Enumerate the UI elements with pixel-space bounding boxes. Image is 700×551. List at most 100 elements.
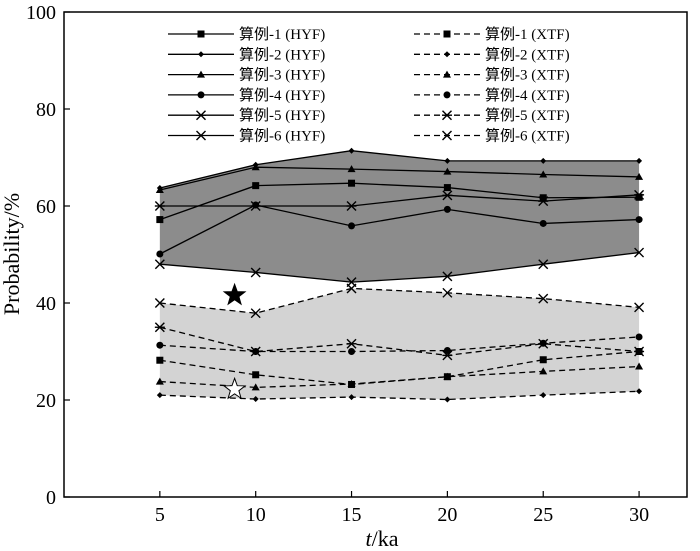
data-point-5-4 [443,167,452,175]
legend-item-2: 算例-1 (XTF) [414,25,570,43]
data-point-11-4 [442,271,453,282]
data-point-7-1 [156,250,164,258]
data-point-6-1 [155,377,164,385]
y-tick-label: 60 [36,196,56,218]
data-point-10-6 [634,346,645,357]
band-xtf [159,288,640,400]
legend-item-3: 算例-2 (HYF) [168,45,325,63]
legend-item-6: 算例-3 (XTF) [414,66,570,84]
data-point-1-2 [252,182,260,190]
legend-label: 算例-3 (HYF) [239,66,325,84]
legend-label: 算例-4 (XTF) [485,86,570,104]
legend-item-9: 算例-5 (HYF) [168,106,325,124]
series-line-2 [159,350,640,386]
data-point-9-4 [442,190,453,201]
data-point-9-6 [634,189,645,200]
x-axis-label: t/ka [365,526,398,551]
data-point-12-2 [250,308,261,319]
data-point-11-2 [250,267,261,278]
data-point-11-6 [634,247,645,258]
legend-label: 算例-3 (XTF) [485,66,570,84]
data-point-7-6 [635,216,643,224]
legend-label: 算例-4 (HYF) [239,86,325,104]
legend-item-11: 算例-6 (HYF) [168,127,325,145]
plot-area-frame [63,11,688,498]
legend-marker [196,110,206,121]
data-point-10-1 [154,322,165,333]
data-point-4-2 [252,396,259,403]
x-tick-label: 5 [155,504,165,526]
legend-marker [197,91,205,99]
legend-label: 算例-1 (HYF) [239,25,325,43]
legend-marker [197,70,205,78]
y-tick-label: 100 [26,2,56,24]
legend-marker [196,130,206,141]
band-hyf [159,150,640,283]
data-point-4-6 [636,388,643,395]
series-line-10 [159,326,640,357]
legend-marker [197,30,205,38]
data-point-7-3 [348,222,356,230]
legend-label: 算例-2 (XTF) [485,45,570,63]
star-marker-1 [222,282,247,306]
legend-marker [442,110,452,121]
legend-marker [442,130,452,141]
legend-marker [443,30,451,38]
data-point-10-5 [538,338,549,349]
data-point-4-1 [156,392,163,399]
data-point-9-3 [346,201,357,211]
data-point-6-6 [635,362,644,370]
data-point-9-1 [154,201,165,211]
series-line-7 [159,204,640,255]
legend-label: 算例-1 (XTF) [485,25,570,43]
data-point-1-3 [348,179,356,187]
y-tick-label: 0 [46,487,56,509]
legend: 算例-1 (HYF) 算例-1 (XTF) 算例-2 (HYF) 算例-2 (XTF)… [168,25,570,145]
legend-item-10: 算例-5 (XTF) [414,106,570,124]
y-tick-label: 80 [36,99,56,121]
data-point-8-6 [635,333,643,341]
data-point-12-4 [442,287,453,298]
data-point-7-4 [443,205,451,213]
data-point-3-6 [636,157,643,164]
data-point-4-4 [444,396,451,403]
data-point-11-5 [538,259,549,270]
data-point-10-2 [250,346,261,357]
legend-marker [443,91,451,99]
data-point-6-5 [539,367,548,375]
data-point-11-1 [154,259,165,270]
y-axis-label: Probability/% [0,193,24,315]
data-point-9-5 [538,196,549,207]
legend-label: 算例-2 (HYF) [239,45,325,63]
data-point-12-3 [346,283,357,294]
series-line-1 [159,182,640,221]
data-point-5-3 [347,165,356,173]
data-point-9-2 [250,201,261,211]
x-tick-label: 25 [533,504,553,526]
data-point-2-1 [156,356,164,364]
data-point-4-3 [348,394,355,401]
legend-label: 算例-6 (XTF) [485,127,570,145]
legend-label: 算例-6 (HYF) [239,127,325,145]
y-tick-label: 40 [36,293,56,315]
data-point-8-1 [156,341,164,349]
data-point-5-1 [155,185,164,193]
data-point-6-2 [251,383,260,391]
legend-item-12: 算例-6 (XTF) [414,127,570,145]
data-point-4-5 [540,392,547,399]
data-point-1-4 [443,184,451,192]
data-point-6-3 [347,379,356,387]
series-line-9 [159,194,640,207]
series-line-11 [159,251,640,283]
data-point-2-2 [252,371,260,379]
data-point-7-5 [539,219,547,227]
x-axis-label-variable: t [365,526,372,551]
y-tick-label: 20 [36,390,56,412]
x-tick-label: 20 [437,504,457,526]
data-point-1-5 [539,194,547,202]
series-line-12 [159,287,640,314]
x-tick-label: 15 [342,504,362,526]
data-point-6-4 [443,372,452,380]
data-point-1-6 [635,193,643,201]
